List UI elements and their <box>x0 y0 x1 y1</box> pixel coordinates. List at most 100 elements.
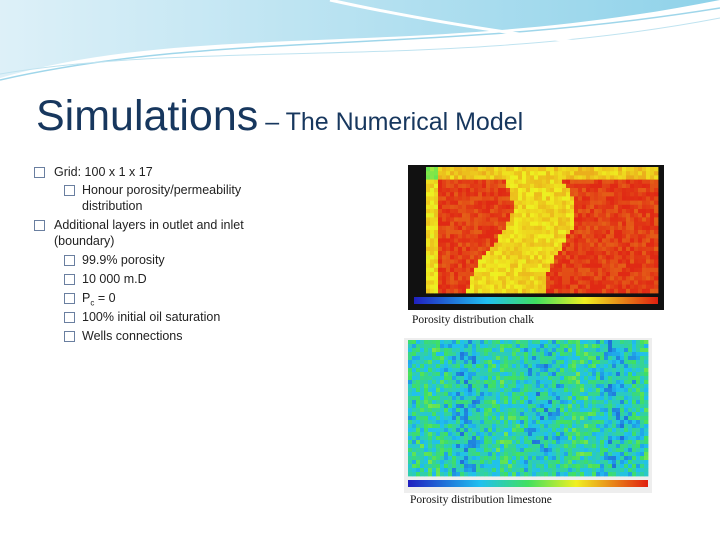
image-cell <box>636 392 641 397</box>
image-cell <box>552 412 557 417</box>
image-cell <box>578 280 583 285</box>
image-cell <box>564 432 569 437</box>
image-cell <box>564 368 569 373</box>
image-cell <box>448 396 453 401</box>
image-cell <box>442 242 447 248</box>
image-cell <box>632 344 637 349</box>
image-cell <box>534 188 539 193</box>
image-cell <box>650 251 655 256</box>
image-cell <box>492 408 497 413</box>
image-cell <box>434 238 439 243</box>
image-cell <box>576 400 581 405</box>
image-cell <box>548 424 553 429</box>
image-cell <box>470 263 475 269</box>
image-cell <box>522 276 527 281</box>
image-cell <box>440 388 445 393</box>
image-cell <box>592 444 597 449</box>
image-cell <box>546 288 551 294</box>
image-cell <box>592 372 597 377</box>
image-cell <box>522 171 527 176</box>
image-cell <box>424 372 429 377</box>
image-cell <box>456 348 461 353</box>
image-cell <box>586 200 591 206</box>
image-cell <box>528 412 533 417</box>
image-cell <box>434 204 439 210</box>
image-cell <box>426 225 431 231</box>
image-cell <box>606 255 611 260</box>
image-cell <box>472 468 477 473</box>
image-cell <box>476 424 481 429</box>
image-cell <box>594 217 599 222</box>
image-cell <box>502 179 507 185</box>
image-cell <box>464 352 469 357</box>
image-cell <box>602 284 607 290</box>
image-cell <box>582 179 587 185</box>
image-cell <box>592 436 597 441</box>
image-cell <box>472 424 477 429</box>
image-cell <box>476 440 481 445</box>
image-cell <box>506 171 511 176</box>
image-cell <box>416 384 421 389</box>
image-cell <box>600 416 605 421</box>
image-cell <box>634 204 639 210</box>
image-cell <box>640 460 645 465</box>
image-cell <box>430 255 435 260</box>
image-cell <box>534 217 539 222</box>
image-cell <box>500 456 505 461</box>
image-cell <box>610 196 615 201</box>
image-cell <box>524 376 529 381</box>
image-cell <box>654 230 659 235</box>
image-cell <box>526 175 531 180</box>
image-cell <box>454 213 459 218</box>
image-cell <box>510 204 515 210</box>
image-cell <box>520 460 525 465</box>
image-cell <box>498 234 503 239</box>
image-cell <box>512 360 517 365</box>
image-cell <box>630 200 635 206</box>
image-cell <box>500 468 505 473</box>
image-cell <box>574 259 579 264</box>
image-cell <box>622 251 627 256</box>
image-cell <box>642 192 647 197</box>
image-cell <box>472 364 477 369</box>
image-cell <box>634 238 639 243</box>
image-cell <box>576 356 581 361</box>
image-cell <box>566 217 571 222</box>
image-cell <box>434 242 439 248</box>
image-cell <box>434 221 439 227</box>
image-cell <box>480 364 485 369</box>
image-cell <box>430 246 435 252</box>
image-cell <box>550 288 555 294</box>
image-cell <box>640 452 645 457</box>
image-cell <box>558 217 563 222</box>
image-cell <box>646 188 651 193</box>
image-cell <box>472 340 477 345</box>
image-cell <box>552 392 557 397</box>
image-cell <box>590 179 595 185</box>
image-cell <box>626 242 631 248</box>
image-cell <box>452 356 457 361</box>
image-cell <box>496 464 501 469</box>
image-cell <box>538 246 543 252</box>
image-cell <box>542 167 547 172</box>
image-cell <box>468 416 473 421</box>
image-cell <box>536 464 541 469</box>
image-cell <box>606 183 611 189</box>
image-cell <box>462 246 467 252</box>
image-cell <box>566 213 571 218</box>
image-cell <box>462 200 467 206</box>
image-cell <box>506 288 511 294</box>
image-cell <box>428 384 433 389</box>
image-cell <box>618 167 623 172</box>
image-cell <box>606 280 611 285</box>
image-cell <box>464 388 469 393</box>
image-cell <box>620 428 625 433</box>
image-cell <box>432 388 437 393</box>
image-cell <box>534 230 539 235</box>
image-cell <box>554 221 559 227</box>
image-cell <box>490 188 495 193</box>
image-cell <box>528 420 533 425</box>
image-cell <box>576 360 581 365</box>
image-cell <box>456 472 461 477</box>
image-cell <box>588 420 593 425</box>
